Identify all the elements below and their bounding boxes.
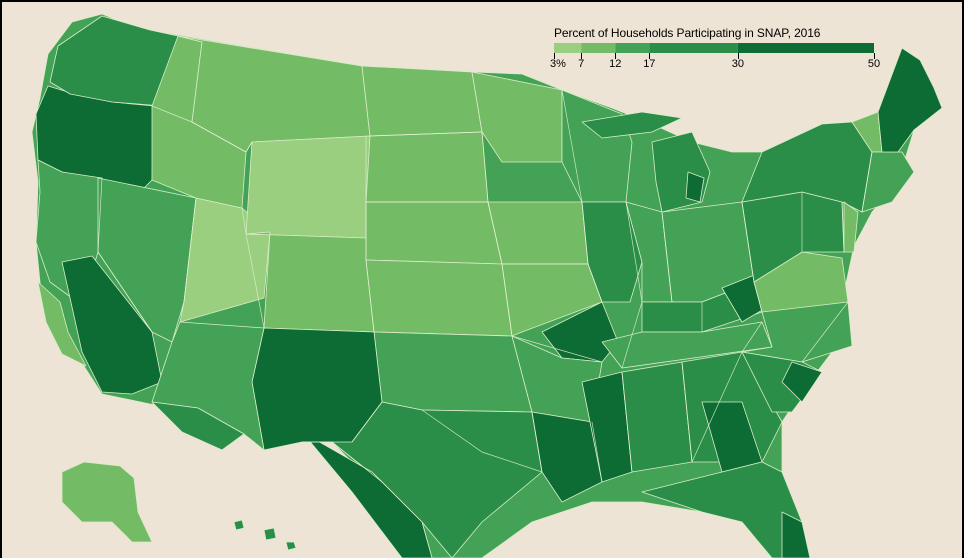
boundary-line (561, 89, 603, 303)
legend-tick (554, 53, 555, 59)
region-maine (877, 47, 943, 153)
legend-tick-label: 50 (867, 58, 881, 70)
boundary-line (661, 211, 673, 303)
boundary-line (591, 421, 603, 483)
region-california-central (61, 255, 163, 395)
legend-swatch (581, 43, 616, 53)
boundary-line (531, 411, 543, 473)
region-texas-south (301, 431, 433, 558)
legend-tick-label: 3% (550, 58, 566, 70)
legend-tick (649, 53, 651, 59)
boundary-line (741, 201, 763, 313)
legend-title: Percent of Households Participating in S… (554, 26, 821, 40)
legend-swatch (737, 43, 874, 53)
boundary-line (302, 441, 383, 483)
boundary-line (841, 201, 845, 253)
boundary-line (97, 177, 153, 333)
boundary-line (351, 401, 383, 443)
region-florida-panhandle (781, 511, 811, 558)
region-california-coast (37, 281, 87, 367)
legend-tick-label: 30 (731, 58, 744, 70)
region-alaska (61, 461, 153, 543)
region-oklahoma (373, 331, 533, 413)
region-minnesota (471, 71, 563, 163)
boundary-line (183, 197, 197, 303)
region-new-jersey (843, 201, 859, 253)
region-detroit (685, 171, 705, 203)
boundary-line (481, 131, 513, 337)
region-florida (641, 461, 811, 558)
boundary-line (365, 136, 375, 333)
boundary-line (691, 321, 763, 463)
boundary-line (861, 151, 873, 213)
region-hawaii-1 (233, 519, 245, 531)
boundary-line (151, 105, 253, 153)
region-south-dakota (365, 131, 489, 203)
region-arizona-south (151, 401, 245, 451)
region-south-carolina-coast (781, 361, 823, 403)
boundary-line (621, 371, 633, 473)
boundary-line (369, 131, 483, 137)
boundary-line (241, 207, 265, 329)
legend: Percent of Households Participating in S… (550, 26, 884, 74)
region-wyoming (245, 135, 371, 239)
legend-swatch (615, 43, 650, 53)
region-hawaii-2 (263, 527, 277, 541)
legend-tick-label: 7 (578, 58, 585, 70)
region-iowa (487, 201, 589, 265)
legend-color-bar (554, 43, 874, 53)
legend-tick (581, 53, 583, 59)
boundary-line (421, 409, 543, 473)
region-michigan-upper (581, 111, 683, 139)
region-nebraska (365, 201, 503, 265)
legend-tick (737, 53, 739, 59)
region-north-dakota (361, 65, 483, 137)
boundary-line (801, 301, 849, 363)
legend-tick (615, 53, 617, 59)
legend-swatch (554, 43, 582, 53)
region-kansas (365, 259, 513, 337)
legend-tick (874, 53, 875, 59)
region-alabama (621, 361, 693, 473)
region-hawaii-3 (285, 541, 297, 551)
boundary-line (621, 201, 643, 369)
legend-swatch (649, 43, 738, 53)
boundary-line (511, 335, 603, 363)
legend-tick-label: 17 (643, 58, 656, 70)
legend-tick-label: 12 (609, 58, 622, 70)
boundary-line (681, 361, 693, 463)
